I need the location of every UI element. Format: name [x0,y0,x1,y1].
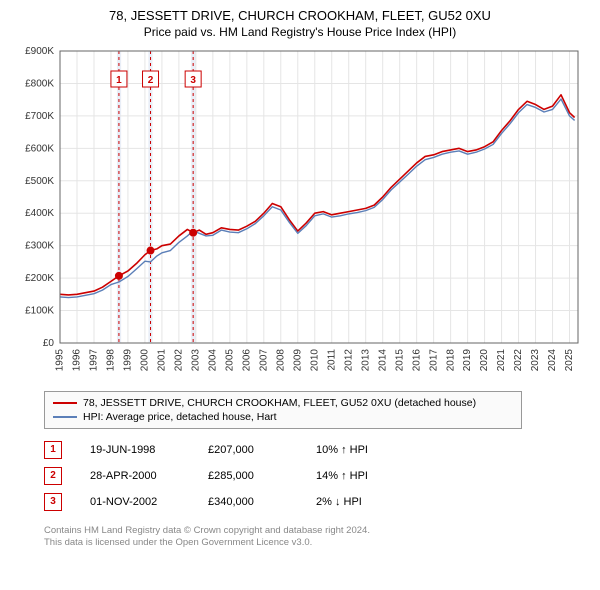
svg-text:2021: 2021 [496,348,507,371]
attribution: Contains HM Land Registry data © Crown c… [44,525,588,550]
transaction-row: 1 19-JUN-1998 £207,000 10% ↑ HPI [44,437,588,463]
svg-text:1996: 1996 [72,348,83,371]
transaction-badge: 2 [44,467,62,485]
svg-text:2012: 2012 [343,348,354,371]
svg-text:1: 1 [116,75,122,86]
svg-text:2002: 2002 [174,348,185,371]
svg-text:2010: 2010 [309,348,320,371]
line-chart-svg: £0 £100K £200K £300K £400K £500K £600K £700K £80… [12,45,588,385]
svg-text:1998: 1998 [106,348,117,371]
svg-text:1997: 1997 [89,348,100,371]
legend-label-hpi: HPI: Average price, detached house, Hart [83,411,277,423]
svg-text:£200K: £200K [25,273,54,284]
transaction-price: £340,000 [208,496,288,508]
svg-text:2019: 2019 [462,348,473,371]
svg-text:1999: 1999 [123,348,134,371]
transaction-price: £285,000 [208,470,288,482]
svg-text:£0: £0 [43,338,55,349]
svg-text:2001: 2001 [157,348,168,371]
legend-row-hpi: HPI: Average price, detached house, Hart [53,410,513,424]
svg-text:2008: 2008 [275,348,286,371]
svg-text:2014: 2014 [377,348,388,371]
transaction-date: 01-NOV-2002 [90,496,180,508]
chart-subtitle: Price paid vs. HM Land Registry's House … [12,25,588,39]
svg-text:2007: 2007 [258,348,269,371]
svg-text:£600K: £600K [25,143,54,154]
svg-text:2020: 2020 [479,348,490,371]
svg-text:2003: 2003 [191,348,202,371]
svg-text:2006: 2006 [241,348,252,371]
svg-text:£700K: £700K [25,111,54,122]
legend-label-property: 78, JESSETT DRIVE, CHURCH CROOKHAM, FLEE… [83,397,476,409]
transaction-date: 19-JUN-1998 [90,444,180,456]
legend-swatch-hpi [53,416,77,418]
svg-text:2017: 2017 [428,348,439,371]
attribution-line2: This data is licensed under the Open Gov… [44,537,588,549]
legend-swatch-property [53,402,77,404]
svg-text:2011: 2011 [326,348,337,370]
svg-text:2000: 2000 [140,348,151,371]
svg-text:2013: 2013 [360,348,371,371]
svg-text:£300K: £300K [25,241,54,252]
attribution-line1: Contains HM Land Registry data © Crown c… [44,525,588,537]
svg-text:2004: 2004 [207,348,218,371]
transaction-row: 3 01-NOV-2002 £340,000 2% ↓ HPI [44,489,588,515]
svg-text:£400K: £400K [25,208,54,219]
svg-text:3: 3 [190,75,196,86]
transaction-date: 28-APR-2000 [90,470,180,482]
transaction-badge: 3 [44,493,62,511]
transaction-row: 2 28-APR-2000 £285,000 14% ↑ HPI [44,463,588,489]
svg-text:2024: 2024 [547,348,558,371]
svg-text:2016: 2016 [411,348,422,371]
svg-text:£800K: £800K [25,78,54,89]
svg-text:£500K: £500K [25,176,54,187]
chart-title: 78, JESSETT DRIVE, CHURCH CROOKHAM, FLEE… [12,8,588,25]
svg-text:2022: 2022 [513,348,524,371]
svg-text:2025: 2025 [564,348,575,371]
legend-row-property: 78, JESSETT DRIVE, CHURCH CROOKHAM, FLEE… [53,396,513,410]
svg-text:2005: 2005 [224,348,235,371]
transactions-table: 1 19-JUN-1998 £207,000 10% ↑ HPI 2 28-APR-200… [44,437,588,515]
transaction-pct: 10% ↑ HPI [316,444,406,456]
transaction-price: £207,000 [208,444,288,456]
chart-plot: £0 £100K £200K £300K £400K £500K £600K £700K £80… [12,45,588,385]
svg-text:1995: 1995 [55,348,66,371]
svg-text:2: 2 [148,75,154,86]
svg-text:£100K: £100K [25,305,54,316]
transaction-badge: 1 [44,441,62,459]
svg-text:2023: 2023 [530,348,541,371]
chart-container: 78, JESSETT DRIVE, CHURCH CROOKHAM, FLEE… [0,0,600,562]
transaction-pct: 2% ↓ HPI [316,496,406,508]
svg-text:2015: 2015 [394,348,405,371]
svg-text:2009: 2009 [292,348,303,371]
svg-text:£900K: £900K [25,46,54,57]
legend-box: 78, JESSETT DRIVE, CHURCH CROOKHAM, FLEE… [44,391,522,429]
svg-text:2018: 2018 [445,348,456,371]
transaction-pct: 14% ↑ HPI [316,470,406,482]
